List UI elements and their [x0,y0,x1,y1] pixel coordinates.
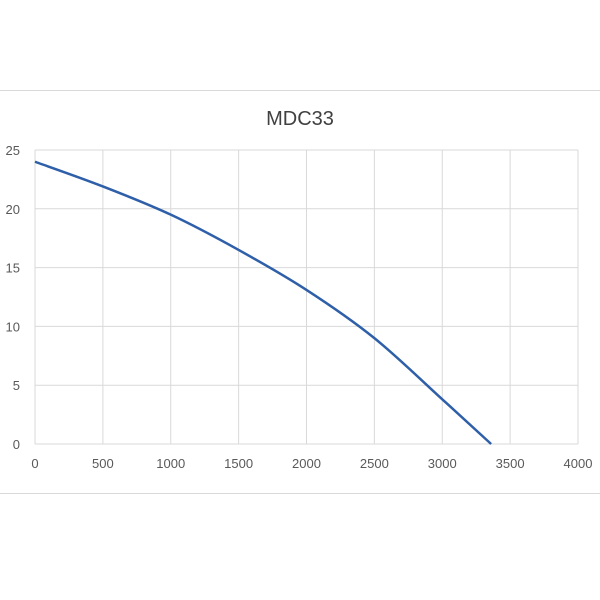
y-tick-label: 25 [6,143,20,158]
x-tick-label: 4000 [564,456,593,471]
x-tick-label: 0 [31,456,38,471]
x-tick-label: 1500 [224,456,253,471]
y-tick-label: 5 [13,378,20,393]
series-line [34,160,492,445]
x-tick-label: 3500 [496,456,525,471]
x-tick-label: 1000 [156,456,185,471]
y-tick-label: 10 [6,319,20,334]
x-tick-label: 2000 [292,456,321,471]
x-tick-label: 2500 [360,456,389,471]
y-tick-label: 0 [13,437,20,452]
y-tick-label: 15 [6,261,20,276]
x-tick-label: 3000 [428,456,457,471]
chart-title: MDC33 [266,108,334,130]
bottom-divider [0,493,600,494]
y-tick-label: 20 [6,202,20,217]
x-tick-label: 500 [92,456,114,471]
top-divider [0,90,600,91]
